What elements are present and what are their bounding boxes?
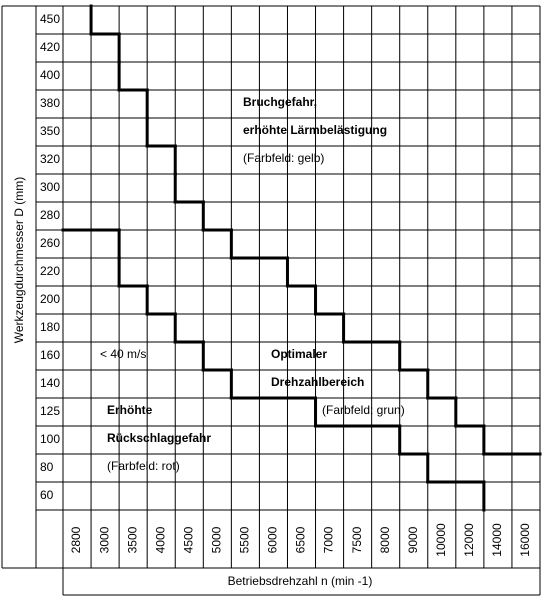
x-axis-title: Betriebsdrehzahl n (min -1) <box>228 574 373 588</box>
annotation: < 40 m/s <box>100 347 146 361</box>
x-tick-label: 7000 <box>322 526 336 553</box>
y-tick-label: 220 <box>40 264 60 278</box>
y-tick-label: 450 <box>40 12 60 26</box>
y-tick-label: 80 <box>40 460 54 474</box>
y-tick-label: 280 <box>40 208 60 222</box>
x-tick-label: 5000 <box>209 526 223 553</box>
x-tick-label: 9000 <box>406 526 420 553</box>
y-tick-label: 320 <box>40 152 60 166</box>
x-tick-label: 16000 <box>518 523 532 557</box>
x-tick-label: 4500 <box>181 526 195 553</box>
x-tick-label: 2800 <box>69 526 83 553</box>
annotation: erhöhte Lärmbelästigung <box>243 123 387 137</box>
y-tick-label: 160 <box>40 348 60 362</box>
y-tick-label: 420 <box>40 40 60 54</box>
annotation: (Farbfeld: rot) <box>107 459 180 473</box>
y-tick-label: 400 <box>40 68 60 82</box>
y-tick-label: 140 <box>40 376 60 390</box>
y-tick-label: 380 <box>40 96 60 110</box>
x-tick-label: 7500 <box>350 526 364 553</box>
x-tick-label: 10000 <box>434 523 448 557</box>
y-tick-label: 300 <box>40 180 60 194</box>
y-axis-title: Werkzeugdurchmesser D (mm) <box>12 177 26 343</box>
y-tick-label: 180 <box>40 320 60 334</box>
annotation: Optimaler <box>271 347 327 361</box>
annotation: (Farbfeld: grun) <box>322 403 405 417</box>
y-tick-label: 350 <box>40 124 60 138</box>
x-tick-label: 3500 <box>125 526 139 553</box>
x-tick-label: 14000 <box>490 523 504 557</box>
annotation: Drehzahlbereich <box>271 375 364 389</box>
annotation: Bruchgefahr, <box>243 95 317 109</box>
x-tick-label: 5500 <box>238 526 252 553</box>
y-tick-label: 260 <box>40 236 60 250</box>
y-tick-label: 100 <box>40 432 60 446</box>
x-tick-label: 12000 <box>462 523 476 557</box>
y-tick-label: 125 <box>40 404 60 418</box>
annotation: Erhöhte <box>107 403 153 417</box>
x-tick-label: 4000 <box>153 526 167 553</box>
y-tick-label: 200 <box>40 292 60 306</box>
frame <box>1 5 541 596</box>
x-tick-label: 6000 <box>266 526 280 553</box>
x-tick-label: 6500 <box>294 526 308 553</box>
annotation: Rückschlaggefahr <box>107 431 211 445</box>
x-tick-label: 3000 <box>97 526 111 553</box>
y-tick-label: 60 <box>40 488 54 502</box>
x-tick-label: 8000 <box>378 526 392 553</box>
annotation: (Farbfeld: gelb) <box>243 151 324 165</box>
